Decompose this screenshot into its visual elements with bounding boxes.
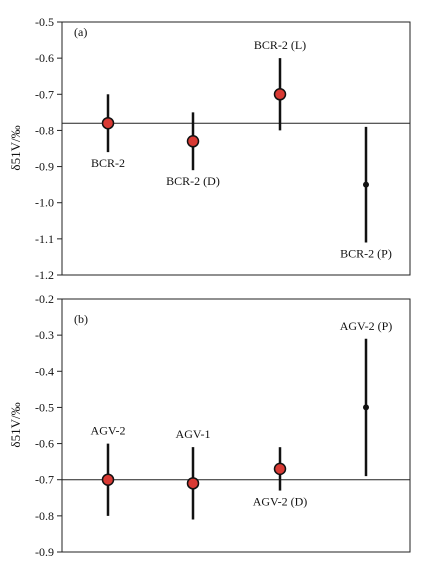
panel-tag: (a) xyxy=(74,25,87,39)
point-label: BCR-2 (L) xyxy=(254,38,306,52)
y-tick-label: -0.2 xyxy=(35,292,54,306)
panel-b: -0.2 -0.3 -0.4 -0.5 -0.6 -0.7 -0.8 -0.9 δ51V/‰ (b… xyxy=(8,292,411,559)
point-label: AGV-1 xyxy=(176,427,211,441)
y-tick-label: -0.7 xyxy=(35,87,54,101)
point-label: AGV-2 xyxy=(91,424,126,438)
y-tick-label: -1.0 xyxy=(35,196,54,210)
y-axis-label: δ51V/‰ xyxy=(8,125,23,170)
point-label: AGV-2 (P) xyxy=(340,319,393,333)
data-point xyxy=(273,462,287,476)
point-label: BCR-2 (P) xyxy=(340,246,392,260)
y-tick-label: -1.1 xyxy=(35,232,54,246)
y-tick-label: -0.5 xyxy=(35,15,54,29)
panel-tag: (b) xyxy=(74,312,88,326)
plot-frame xyxy=(61,21,411,276)
y-tick-label: -0.4 xyxy=(35,364,54,378)
data-point xyxy=(363,181,369,188)
data-point xyxy=(186,477,200,490)
point-label: AGV-2 (D) xyxy=(253,495,308,509)
plot-frame xyxy=(61,298,411,553)
y-tick-label: -0.6 xyxy=(35,51,54,65)
y-axis-label: δ51V/‰ xyxy=(8,402,23,447)
y-tick-label: -0.9 xyxy=(35,545,54,559)
data-point xyxy=(363,404,369,411)
y-tick-label: -0.3 xyxy=(35,328,54,342)
y-tick-label: -0.9 xyxy=(35,160,54,174)
point-label: BCR-2 (D) xyxy=(166,174,220,188)
point-label: BCR-2 xyxy=(91,156,125,170)
data-point xyxy=(186,135,200,148)
panel-a: -0.5 -0.6 -0.7 -0.8 -0.9 -1.0 -1.1 -1.2 δ51V/‰ (a… xyxy=(8,15,411,282)
data-point xyxy=(101,473,115,486)
y-tick-label: -0.5 xyxy=(35,400,54,414)
y-tick-label: -0.8 xyxy=(35,509,54,523)
y-tick-label: -1.2 xyxy=(35,268,54,282)
y-tick-label: -0.6 xyxy=(35,437,54,451)
data-point xyxy=(101,116,115,130)
y-tick-label: -0.8 xyxy=(35,123,54,137)
data-point xyxy=(273,88,287,101)
y-tick-label: -0.7 xyxy=(35,473,54,487)
